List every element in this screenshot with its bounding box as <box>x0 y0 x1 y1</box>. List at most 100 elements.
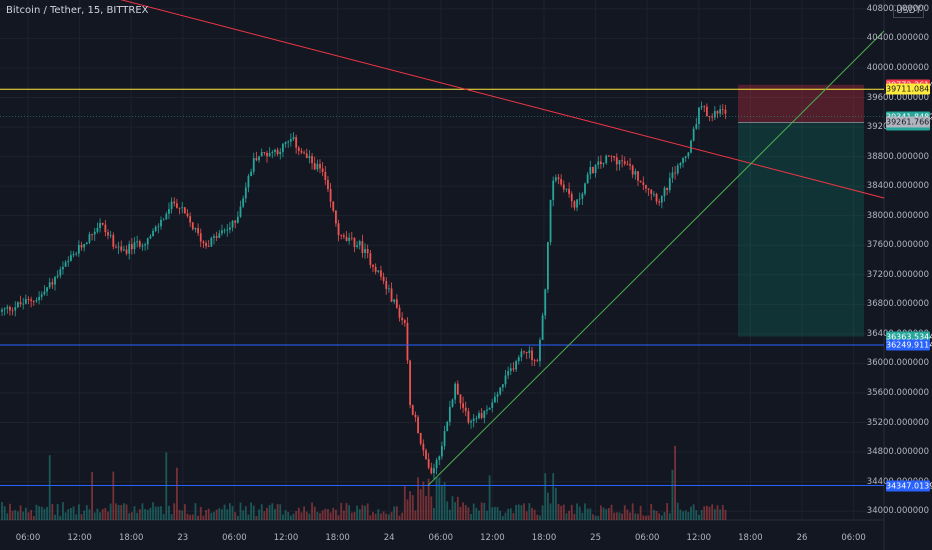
volume-bar <box>308 513 311 520</box>
candle-body <box>239 206 242 217</box>
volume-bar <box>380 513 382 520</box>
trend-line <box>427 30 885 486</box>
volume-bar <box>565 513 568 520</box>
volume-bar <box>478 510 480 520</box>
volume-bar <box>676 502 679 520</box>
volume-bar <box>149 507 152 520</box>
candle-body <box>350 237 353 239</box>
volume-bar <box>247 514 250 520</box>
candle-body <box>666 187 669 191</box>
price-axis[interactable]: 40800.000000 40400.000000 40000.000000 3960… <box>867 0 932 520</box>
volume-bar <box>207 508 210 520</box>
volume-bar <box>467 507 470 520</box>
candle-body <box>149 236 152 239</box>
candle-body <box>684 156 687 158</box>
volume-bar <box>136 512 139 520</box>
candle-body <box>223 230 226 232</box>
candle-body <box>690 140 692 153</box>
candle-body <box>123 249 125 251</box>
candle-body <box>467 411 470 423</box>
candle-body <box>337 223 340 236</box>
volume-bar <box>525 511 528 520</box>
candle-body <box>515 361 517 370</box>
volume-bar <box>146 509 149 520</box>
volume-bar <box>252 505 255 520</box>
volume-bar <box>67 509 70 520</box>
volume-bar <box>374 513 377 520</box>
candle-body <box>226 229 229 231</box>
candle-body <box>146 238 149 245</box>
volume-bar <box>419 489 422 520</box>
volume-bar <box>229 503 231 520</box>
volume-bar <box>128 513 131 520</box>
candle-body <box>62 266 64 270</box>
volume-bar <box>501 515 504 520</box>
candle-body <box>345 236 348 241</box>
volume-bar <box>80 514 83 520</box>
volume-bar <box>120 505 123 520</box>
volume-bar <box>282 514 284 520</box>
volume-bar <box>160 506 162 520</box>
volume-bar <box>637 513 639 520</box>
candle-body <box>472 418 475 422</box>
candle-body <box>229 227 231 230</box>
candle-body <box>623 161 626 164</box>
candle-body <box>695 124 698 129</box>
volume-bar <box>62 502 64 520</box>
candle-body <box>539 339 541 362</box>
candle-body <box>70 255 72 261</box>
volume-bar <box>313 506 316 520</box>
candle-body <box>319 163 321 169</box>
candle-body <box>210 237 213 247</box>
volume-bar <box>607 508 610 520</box>
candle-body <box>499 387 502 395</box>
candle-body <box>459 394 462 404</box>
candle-body <box>713 111 716 118</box>
volume-bar <box>244 506 247 520</box>
time-tick-label: 06:00 <box>222 533 247 543</box>
candle-body <box>72 254 75 256</box>
volume-bar <box>342 510 345 520</box>
volume-bar <box>692 504 695 520</box>
volume-bar <box>682 511 684 520</box>
volume-bar <box>181 510 184 520</box>
candle-body <box>194 228 197 230</box>
time-tick-label: 12:00 <box>273 533 299 543</box>
price-tick-label: 36000.000000 <box>866 358 929 369</box>
candle-body <box>446 421 449 432</box>
candle-body <box>316 163 319 170</box>
candle-body <box>554 177 557 181</box>
price-tick-label: 39600.000000 <box>866 92 929 103</box>
candle-body <box>422 443 425 451</box>
volume-bar <box>494 506 496 520</box>
candle-body <box>27 299 30 300</box>
candle-body <box>676 165 679 174</box>
volume-bar <box>483 502 486 520</box>
time-axis[interactable]: 06:00 12:00 18:00 23 06:00 12:00 18:00 24 06:00 1… <box>0 527 884 550</box>
candle-body <box>162 219 165 221</box>
quote-unit-label: USDT <box>893 5 924 18</box>
volume-bar <box>586 508 589 520</box>
volume-bar <box>472 503 475 520</box>
plot-background <box>0 0 884 520</box>
candle-body <box>607 155 610 157</box>
candle-body <box>178 207 181 209</box>
candle-body <box>361 241 364 253</box>
price-tick-label: 34800.000000 <box>866 447 929 458</box>
candle-body <box>160 219 162 227</box>
candle-body <box>433 468 435 474</box>
volume-bar <box>258 509 260 520</box>
volume-bar <box>96 508 99 520</box>
volume-bar <box>194 503 197 520</box>
volume-bar <box>24 507 27 520</box>
volume-bar <box>411 495 414 520</box>
volume-bar <box>663 511 666 520</box>
volume-bar <box>531 507 533 520</box>
volume-bar <box>337 515 340 520</box>
candle-body <box>48 282 51 288</box>
candle-body <box>605 155 608 163</box>
volume-bar <box>189 514 192 520</box>
volume-bar <box>499 510 502 520</box>
